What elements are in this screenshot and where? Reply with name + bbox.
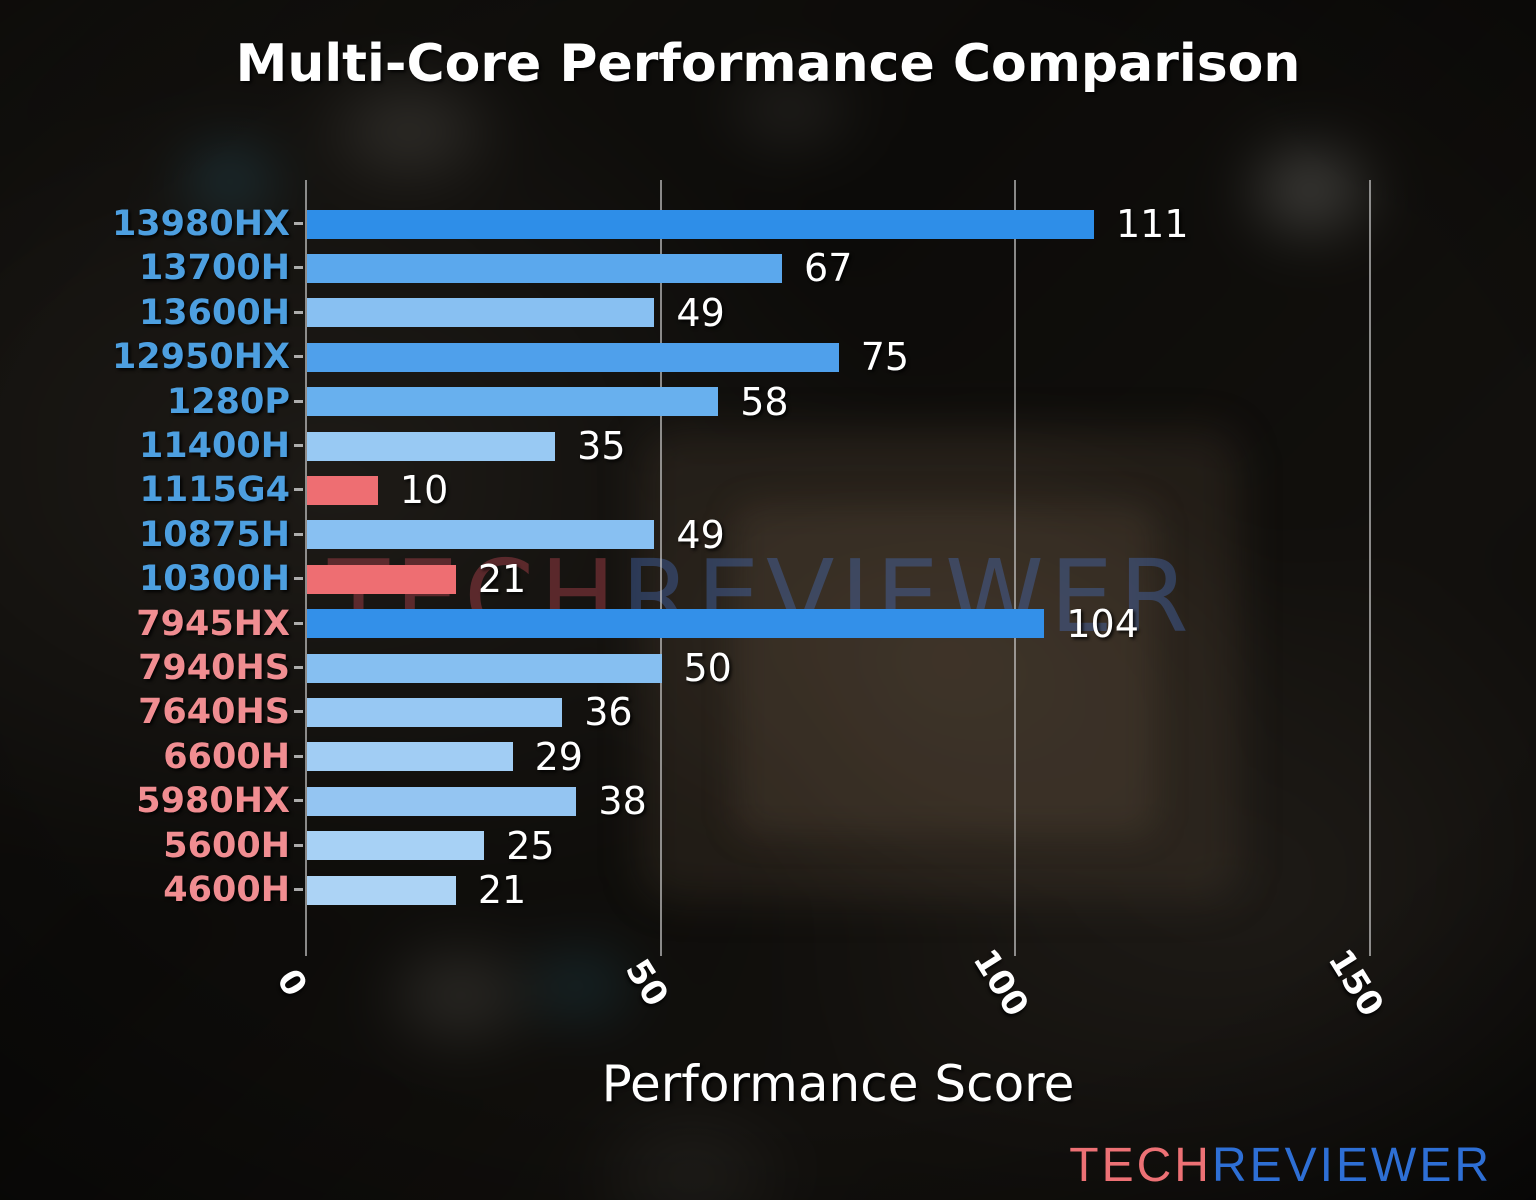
x-tick-label-150: 150 bbox=[1319, 942, 1391, 1024]
bar-12950HX bbox=[307, 342, 839, 372]
value-label-6600H: 29 bbox=[534, 734, 583, 779]
y-tick-mark bbox=[294, 710, 303, 714]
value-label-5600H: 25 bbox=[506, 823, 555, 868]
y-tick-mark bbox=[294, 399, 303, 403]
category-label-12950HX: 12950HX bbox=[111, 337, 290, 378]
gridline-100 bbox=[1014, 180, 1016, 956]
logo-reviewer: REVIEWER bbox=[1211, 1139, 1492, 1192]
x-tick-label-0: 0 bbox=[268, 962, 315, 1004]
gridline-150 bbox=[1368, 180, 1371, 956]
category-label-11400H: 11400H bbox=[138, 426, 290, 466]
category-label-13700H: 13700H bbox=[138, 248, 290, 289]
y-tick-mark bbox=[294, 310, 303, 314]
category-label-7940HS: 7940HS bbox=[138, 648, 290, 688]
y-tick-mark bbox=[294, 444, 303, 447]
bar-4600H bbox=[307, 875, 456, 905]
value-label-7945HX: 104 bbox=[1066, 601, 1139, 646]
category-label-10875H: 10875H bbox=[138, 514, 290, 555]
bar-13600H bbox=[307, 298, 655, 328]
y-tick-mark bbox=[294, 577, 303, 581]
gridline-50 bbox=[659, 180, 662, 956]
value-label-4600H: 21 bbox=[477, 868, 527, 912]
y-tick-mark bbox=[294, 621, 303, 625]
bar-5980HX bbox=[307, 786, 577, 816]
category-label-13980HX: 13980HX bbox=[111, 204, 290, 244]
bar-7940HS bbox=[307, 653, 662, 683]
bar-1115G4 bbox=[307, 475, 378, 505]
bar-10875H bbox=[307, 520, 655, 550]
techreviewer-logo: TECHREVIEWER bbox=[1069, 1138, 1492, 1193]
gridline-0 bbox=[305, 180, 307, 956]
value-label-10875H: 49 bbox=[676, 512, 725, 557]
category-label-6600H: 6600H bbox=[163, 736, 290, 777]
bar-7640HS bbox=[307, 697, 563, 727]
category-label-13600H: 13600H bbox=[138, 292, 290, 333]
value-label-13980HX: 111 bbox=[1115, 202, 1189, 246]
x-tick-label-50: 50 bbox=[616, 952, 676, 1014]
y-tick-mark bbox=[294, 532, 303, 536]
bar-7945HX bbox=[307, 609, 1045, 639]
bar-10300H bbox=[307, 564, 456, 594]
category-label-7945HX: 7945HX bbox=[136, 603, 290, 644]
x-tick-label-100: 100 bbox=[964, 942, 1037, 1024]
y-tick-mark bbox=[294, 666, 303, 669]
x-axis-title: Performance Score bbox=[601, 1055, 1075, 1113]
category-label-10300H: 10300H bbox=[138, 559, 290, 600]
category-label-5600H: 5600H bbox=[163, 825, 290, 866]
y-tick-mark bbox=[294, 266, 303, 270]
chart-title: Multi-Core Performance Comparison bbox=[235, 34, 1301, 94]
value-label-11400H: 35 bbox=[577, 424, 626, 468]
y-tick-mark bbox=[294, 888, 303, 891]
value-label-10300H: 21 bbox=[477, 557, 527, 602]
value-label-7640HS: 36 bbox=[584, 690, 633, 735]
value-label-12950HX: 75 bbox=[860, 335, 910, 380]
value-label-7940HS: 50 bbox=[683, 646, 732, 690]
category-label-4600H: 4600H bbox=[163, 870, 290, 910]
value-label-1115G4: 10 bbox=[399, 468, 449, 513]
y-tick-mark bbox=[294, 355, 303, 359]
category-label-5980HX: 5980HX bbox=[136, 781, 290, 822]
value-label-5980HX: 38 bbox=[598, 779, 647, 824]
value-label-13700H: 67 bbox=[804, 246, 853, 291]
bar-5600H bbox=[307, 831, 485, 861]
bar-11400H bbox=[307, 431, 556, 461]
category-label-1280P: 1280P bbox=[166, 381, 290, 422]
bar-13980HX bbox=[307, 209, 1094, 239]
logo-tech: TECH bbox=[1069, 1139, 1212, 1192]
value-label-1280P: 58 bbox=[740, 379, 789, 424]
bar-13700H bbox=[307, 253, 783, 283]
y-tick-mark bbox=[294, 488, 303, 492]
y-tick-mark bbox=[294, 799, 303, 803]
y-tick-mark bbox=[294, 843, 303, 847]
bar-6600H bbox=[307, 742, 513, 772]
category-label-7640HS: 7640HS bbox=[138, 692, 290, 733]
y-tick-mark bbox=[294, 222, 303, 225]
bar-1280P bbox=[307, 387, 719, 417]
value-label-13600H: 49 bbox=[676, 290, 725, 335]
y-tick-mark bbox=[294, 754, 303, 758]
category-label-1115G4: 1115G4 bbox=[139, 470, 291, 511]
